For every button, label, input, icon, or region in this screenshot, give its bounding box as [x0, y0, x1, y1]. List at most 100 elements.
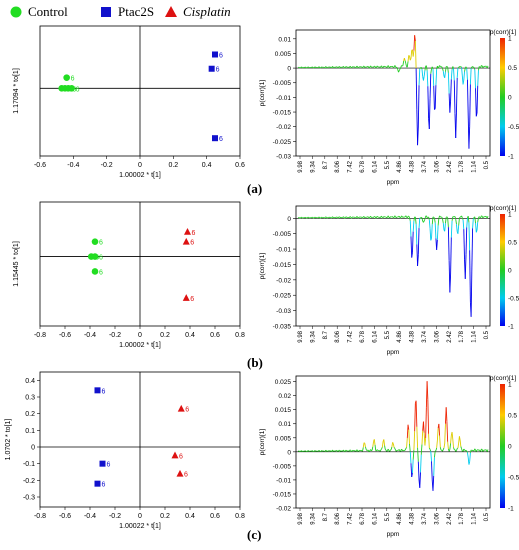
spectrum-segment	[412, 50, 415, 57]
spectrum-segment	[434, 451, 436, 458]
x-tick-label: 8.06	[335, 330, 341, 342]
y-tick-label: -0.015	[273, 491, 292, 498]
x-tick-label: 7.42	[348, 512, 354, 524]
spectrum-segment	[421, 217, 424, 222]
spectrum-segment	[458, 66, 460, 68]
spectrum-segment	[465, 449, 468, 452]
spectrum-segment	[404, 60, 407, 64]
x-tick-label: 0.8	[235, 513, 245, 520]
spectrum-segment	[485, 449, 487, 451]
spectrum-segment	[379, 216, 382, 218]
spectrum-segment	[310, 216, 313, 219]
spectrum-segment	[301, 66, 303, 69]
spectrum-segment	[485, 215, 487, 218]
spectrum-segment	[307, 66, 309, 68]
spectrum-segment	[417, 126, 419, 146]
spectrum-segment	[411, 252, 413, 258]
spectrum-segment	[420, 67, 423, 70]
spectrum-segment	[351, 66, 353, 69]
spectrum-segment	[456, 224, 458, 232]
spectrum-segment	[420, 216, 422, 219]
spectrum-segment	[313, 216, 316, 219]
x-tick-label: 9.98	[298, 330, 304, 342]
spectrum-segment	[389, 66, 391, 68]
panel-label: (a)	[247, 181, 263, 196]
spectrum-segment	[343, 216, 345, 218]
x-tick-label: 0.5	[484, 160, 490, 169]
y-tick-label: -0.02	[276, 506, 291, 513]
colorbar	[500, 214, 505, 326]
spectrum-segment	[428, 216, 430, 220]
legend-label: Cisplatin	[183, 4, 231, 19]
x-tick-label: 6.78	[360, 512, 366, 524]
colorbar-tick-label: 0.5	[508, 413, 517, 420]
spectrum-segment	[457, 225, 460, 234]
spectrum-segment	[417, 461, 420, 480]
y-axis-label: p(corr)[1]	[259, 253, 266, 280]
spectrum-segment	[422, 421, 425, 433]
x-tick-label: 0.8	[235, 332, 245, 339]
spectrum-segment	[454, 216, 457, 220]
spectrum-segment	[467, 452, 469, 458]
spectrum-segment	[470, 66, 473, 69]
spectrum-segment	[368, 450, 371, 453]
spectrum-segment	[323, 66, 325, 69]
spectrum-segment	[442, 222, 445, 230]
spectrum-segment	[371, 449, 373, 452]
spectrum-segment	[392, 443, 395, 448]
legend-marker	[101, 7, 111, 17]
x-tick-label: 4.38	[410, 160, 416, 172]
y-tick-label: -0.025	[273, 139, 292, 146]
point-label: 6	[99, 255, 103, 262]
spectrum-segment	[363, 65, 366, 68]
spectrum-segment	[402, 216, 404, 218]
spectrum-segment	[451, 216, 454, 221]
spectrum-segment	[392, 442, 394, 445]
spectrum-segment	[314, 450, 316, 452]
spectrum-segment	[379, 66, 382, 68]
spectrum-segment	[351, 450, 353, 453]
point-label: 6	[185, 407, 189, 414]
spectrum-segment	[445, 407, 448, 422]
x-axis-label: 1.00022 * t[1]	[119, 523, 161, 530]
spectrum-segment	[450, 69, 453, 80]
y-tick-label: -0.02	[276, 124, 291, 131]
spectrum-segment	[415, 400, 418, 427]
legend-label: Ptac2S	[118, 4, 155, 19]
spectrum-segment	[414, 41, 417, 69]
spectrum-segment	[422, 75, 425, 81]
spectrum-segment	[455, 450, 457, 452]
spectrum-segment	[366, 449, 368, 451]
spectrum-segment	[428, 98, 431, 130]
spectrum-segment	[436, 428, 439, 441]
spectrum-segment	[395, 216, 398, 219]
spectrum-segment	[472, 449, 474, 452]
spectrum-segment	[441, 66, 443, 69]
spectrum-segment	[314, 66, 316, 68]
point-label: 6	[102, 482, 106, 489]
spectrum-segment	[447, 441, 449, 450]
spectrum-segment	[443, 443, 446, 449]
x-tick-label: 5.5	[385, 512, 391, 521]
spectrum-segment	[362, 66, 364, 69]
spectrum-segment	[417, 254, 419, 267]
data-point-control	[91, 238, 99, 245]
y-tick-label: 0.01	[278, 421, 291, 428]
spectrum-segment	[301, 450, 303, 452]
spectrum-segment	[408, 215, 410, 218]
spectrum-segment	[475, 88, 477, 117]
spectrum-segment	[373, 65, 375, 68]
spectrum-segment	[320, 450, 322, 452]
spectrum-segment	[358, 449, 360, 452]
x-tick-label: 0.2	[160, 332, 170, 339]
spectrum-segment	[478, 216, 481, 218]
spectrum-segment	[468, 222, 471, 251]
legend-marker	[10, 6, 22, 18]
spectrum-segment	[486, 216, 489, 219]
spectrum-segment	[463, 229, 465, 260]
spectrum-segment	[482, 216, 484, 219]
spectrum-segment	[324, 66, 326, 69]
y-tick-label: -0.03	[276, 308, 291, 315]
spectrum-segment	[447, 227, 450, 261]
spectrum-segment	[476, 85, 479, 114]
